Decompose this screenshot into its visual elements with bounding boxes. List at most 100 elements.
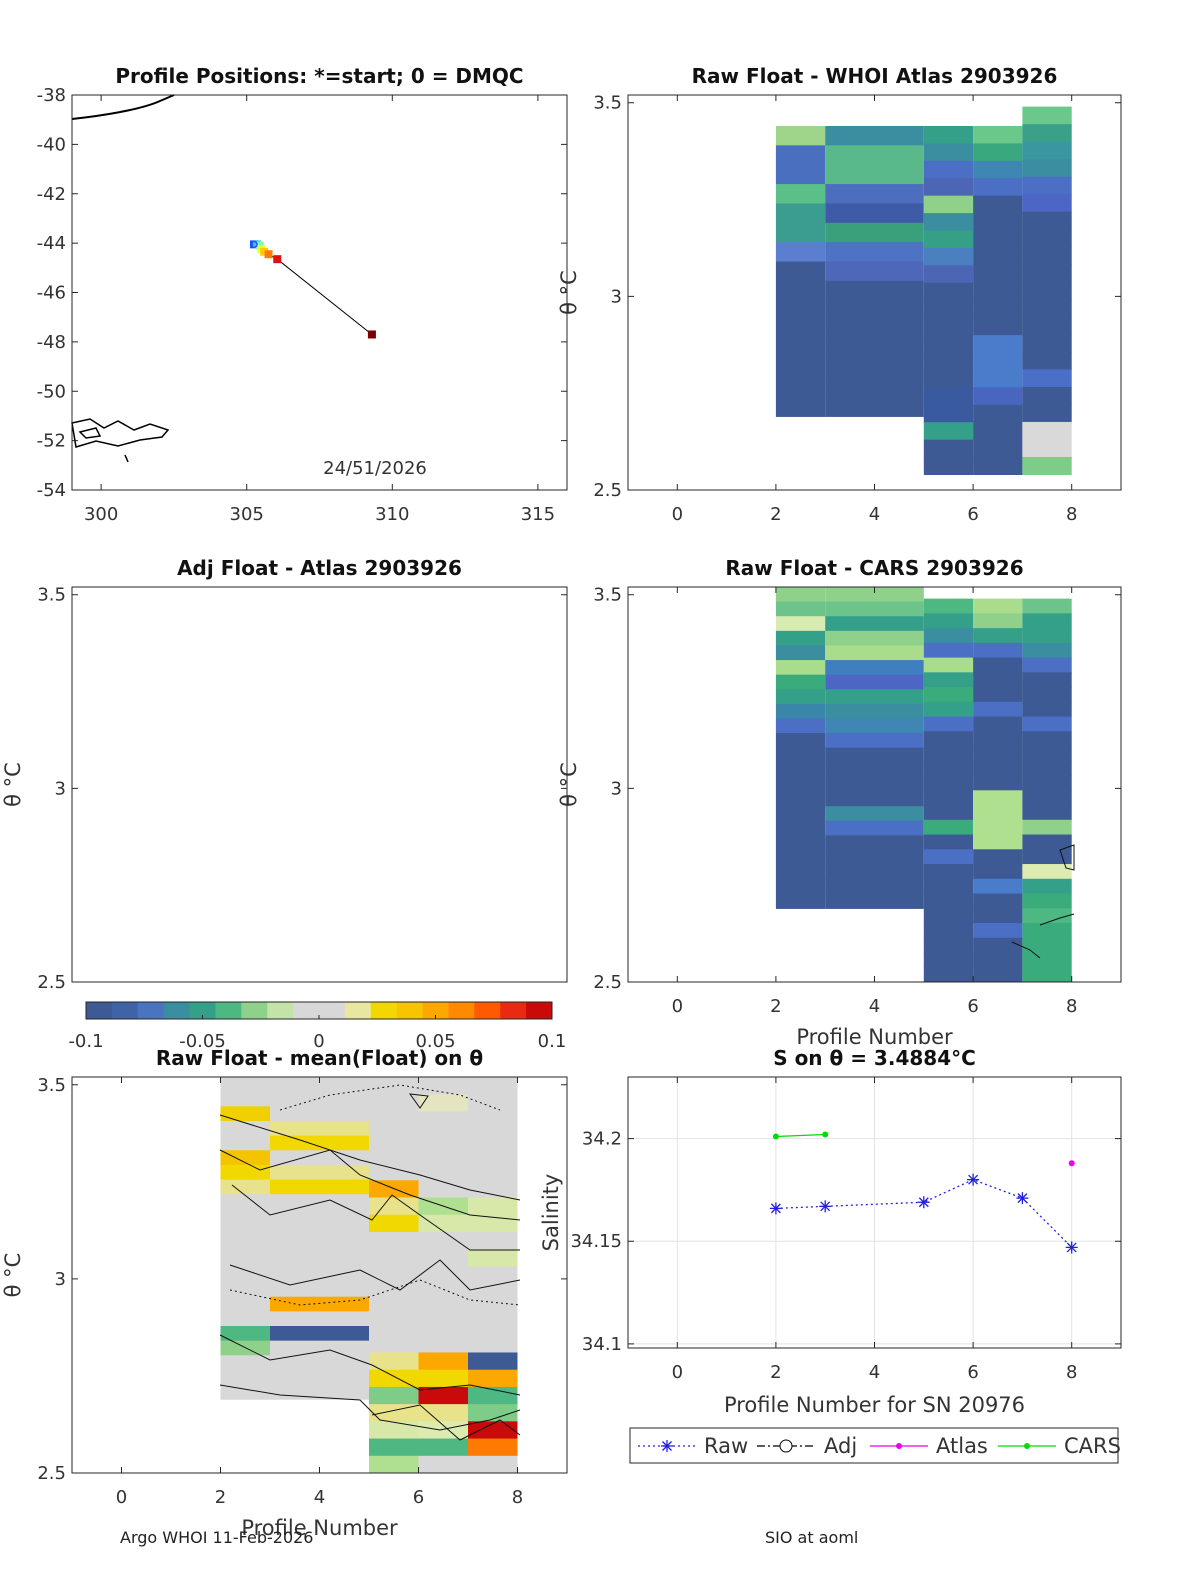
heatmap-cell [775,645,826,661]
heatmap-cell [1022,194,1072,213]
x-tick-label: 0 [672,996,683,1017]
date-annotation: 24/51/2026 [323,458,427,479]
heatmap-cell [923,160,974,179]
x-tick-label: 310 [375,504,409,525]
heatmap-cell [923,422,974,441]
y-tick-label: 2.5 [37,1463,66,1484]
heatmap-cell [270,1267,369,1283]
heatmap-cell [369,1300,419,1319]
heatmap-cell [973,628,1023,644]
heatmap-cell [1022,967,1072,983]
heatmap-cell [270,1355,369,1371]
heatmap-cell [923,247,974,266]
y-tick-label: 3.5 [37,585,66,606]
heatmap-cell [1022,281,1072,300]
heatmap-cell [973,687,1023,703]
data-point [1016,1192,1029,1205]
heatmap-cell [468,1163,518,1181]
heatmap-cell [418,1335,468,1353]
heatmap-cell [923,790,974,806]
y-tick-label: 2.5 [593,480,622,501]
heatmap-cell [973,143,1023,162]
heatmap-cell [825,893,924,909]
x-tick-label: 4 [314,1487,325,1508]
legend-label: Raw [704,1434,748,1458]
heatmap-cell [775,358,826,379]
colorbar-swatch [319,1002,346,1019]
heatmap-cell [775,184,826,204]
heatmap-cell [973,265,1023,284]
heatmap-cell [775,222,826,243]
y-tick-label: -44 [37,233,66,254]
heatmap-cell [923,369,974,388]
heatmap-cell [1022,701,1072,718]
heatmap-cell [418,1128,468,1147]
heatmap-cell [775,164,826,185]
heatmap-cell [369,1369,419,1388]
heatmap-cell [973,819,1023,836]
heatmap-cell [1022,731,1072,747]
heatmap-cell [418,1438,468,1457]
heatmap-cell [1022,613,1072,629]
heatmap-cell [923,701,974,718]
heatmap-cell [973,335,1023,354]
heatmap-cell [270,1252,369,1268]
colorbar-tick-label: 0 [313,1031,324,1052]
heatmap-cell [923,937,974,954]
heatmap-cell [973,300,1023,319]
heatmap-cell [874,164,924,185]
heatmap-cell [369,1231,419,1250]
heatmap-cell [874,203,924,224]
heatmap-cell [270,1179,369,1195]
heatmap-cell [825,689,924,705]
heatmap-cell [418,1283,468,1302]
heatmap-cell [775,689,826,705]
heatmap-cell [874,397,924,417]
heatmap-cell [1022,716,1072,732]
heatmap-cell [369,1455,419,1474]
contour-line [219,1384,521,1431]
heatmap-cell [1022,141,1072,160]
heatmap-cell [270,1326,369,1342]
y-tick-label: 34.1 [582,1334,622,1355]
footer-right: SIO at aoml [765,1528,858,1547]
heatmap-cell [1022,642,1072,659]
heatmap-cell [775,319,826,340]
heatmap-cell [923,908,974,924]
data-point [917,1196,930,1209]
heatmap-cell [923,952,974,968]
heatmap-cell [825,835,924,851]
heatmap-cell [1022,211,1072,230]
heatmap-cell [418,1094,468,1112]
colorbar-swatch [500,1002,527,1019]
adj-ylabel: θ °C [1,762,25,807]
heatmap-cell [369,1249,419,1267]
heatmap-cell [923,598,974,614]
salinity-ylabel: Salinity [539,1174,563,1252]
y-tick-label: 2.5 [593,972,622,993]
heatmap-cell [973,282,1023,301]
heatmap-cell [418,1163,468,1181]
heatmap-cell [825,145,875,166]
heatmap-cell [418,1421,468,1440]
positions-axes: Profile Positions: *=start; 0 = DMQC 300 3… [37,64,568,525]
mean-ylabel: θ °C [1,1253,25,1298]
heatmap-cell [775,703,826,719]
heatmap-cell [825,280,875,301]
heatmap-cell [775,261,826,282]
heatmap-cell [468,1404,518,1422]
heatmap-cell [973,864,1023,880]
heatmap-cell [418,1318,468,1336]
coastline-islet [124,454,129,463]
data-point [819,1200,832,1213]
y-tick-label: 34.2 [582,1129,622,1150]
heatmap-cell [270,1223,369,1239]
data-point [1068,1160,1075,1167]
heatmap-cell [923,849,974,865]
heatmap-cell [923,352,974,371]
heatmap-cell [220,1369,270,1386]
heatmap-cell [468,1266,518,1285]
heatmap-cell [775,616,826,632]
heatmap-cell [468,1197,518,1216]
heatmap-cell [270,1077,369,1093]
